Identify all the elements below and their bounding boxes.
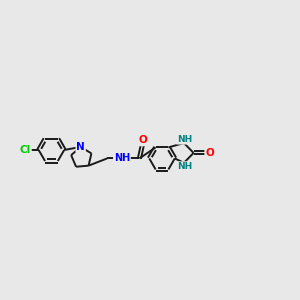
Text: NH: NH [114, 153, 130, 164]
Text: O: O [205, 148, 214, 158]
Text: Cl: Cl [20, 145, 31, 155]
Text: NH: NH [177, 135, 192, 144]
Text: NH: NH [177, 162, 192, 171]
Text: O: O [139, 135, 148, 146]
Text: N: N [76, 142, 85, 152]
